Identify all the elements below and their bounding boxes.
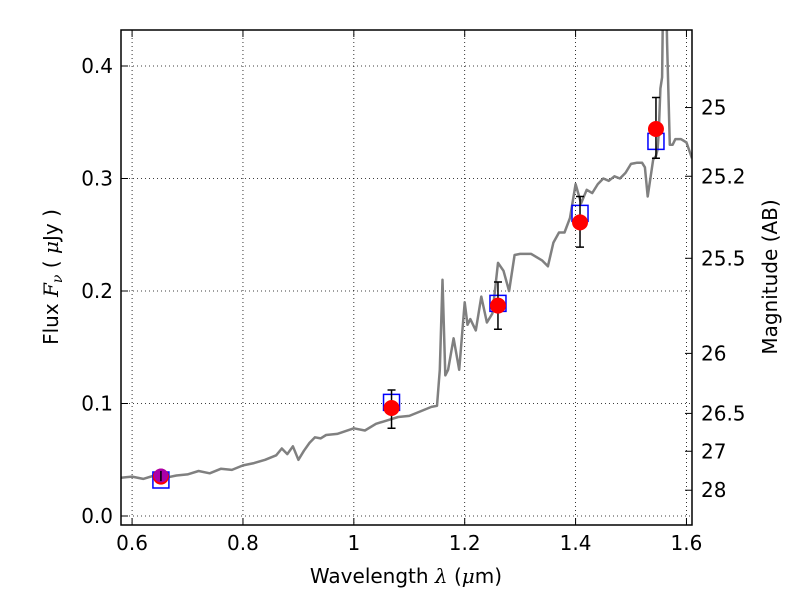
x-axis-label: Wavelength λ (μm) [310,564,502,588]
mag-tick-label: 26 [701,341,726,365]
y-label-unit-math: μ [39,241,63,254]
x-tick-label: 1.4 [560,531,592,555]
mag-tick-label: 25.5 [701,246,746,270]
observed-point [383,400,400,416]
grid [121,30,692,525]
y-label-var: F [39,282,63,298]
x-tick-label: 1 [347,531,360,555]
mag-tick-label: 26.5 [701,401,746,425]
x-label-unit-tail: m) [475,564,502,588]
observed-point [647,121,664,137]
y-tick-label: 0.1 [81,392,113,416]
x-tick-label: 0.6 [116,531,148,555]
observed-point [489,297,506,314]
y-tick-label: 0.0 [81,504,113,528]
plot-frame [120,29,693,526]
x-label-prefix: Wavelength [310,564,435,588]
mag-tick-label: 27 [701,439,726,463]
mag-tick-label: 25.2 [701,164,746,188]
x-label-unit-math: μ [462,564,475,588]
model-spectrum [121,30,692,481]
x-label-var: λ [434,564,448,588]
x-label-suffix: ( [448,564,462,588]
y-label-sub: ν [50,274,66,283]
y-label-prefix: Flux [39,297,63,345]
y-tick-label: 0.3 [81,167,113,191]
y-tick-label: 0.4 [81,54,113,78]
y-axis-label: Flux Fν ( μJy ) [39,209,66,345]
mag-tick-label: 25 [701,96,726,120]
y-tick-label: 0.2 [81,279,113,303]
spectrum-line [121,30,692,481]
y-label-suffix: ( [39,254,63,275]
x-tick-label: 1.2 [449,531,481,555]
observed-point [572,214,589,231]
axis-ticks: 0.6 0.8 1 1.2 1.4 1.6 0.0 0.1 0.2 0.3 0.4 25 25.2 25.… [81,30,746,555]
y2-axis-label: Magnitude (AB) [758,199,782,354]
x-tick-label: 0.8 [227,531,259,555]
mag-tick-label: 28 [701,478,726,502]
x-tick-label: 1.6 [671,531,703,555]
photometry-points [152,96,665,489]
y-label-unit-tail: Jy ) [39,209,63,243]
